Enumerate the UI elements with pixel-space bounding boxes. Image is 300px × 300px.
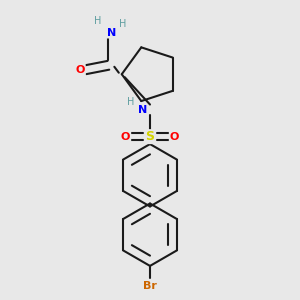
Text: Br: Br (143, 281, 157, 291)
Text: S: S (146, 130, 154, 143)
Text: O: O (170, 132, 179, 142)
Text: H: H (119, 19, 126, 29)
Text: O: O (76, 65, 85, 75)
Text: N: N (107, 28, 116, 38)
Text: H: H (127, 98, 134, 107)
Text: N: N (138, 105, 147, 115)
Text: O: O (121, 132, 130, 142)
Text: H: H (94, 16, 102, 26)
